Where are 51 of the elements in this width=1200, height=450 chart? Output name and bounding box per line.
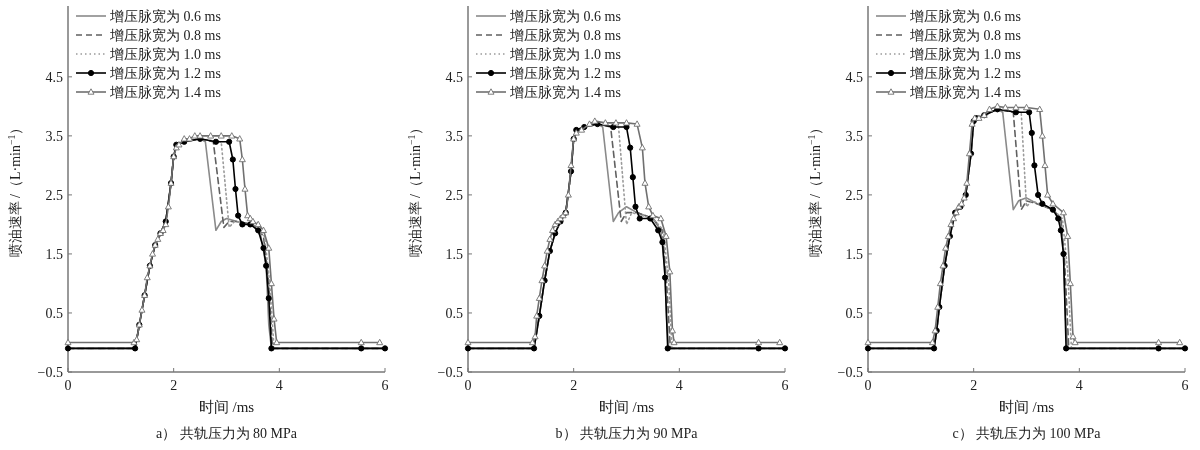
x-axis-title: 时间 /ms <box>598 399 655 415</box>
x-tick-label: 0 <box>864 378 872 393</box>
y-tick-label: 2.5 <box>845 187 863 203</box>
x-tick-label: 4 <box>675 378 683 393</box>
x-axis-title: 时间 /ms <box>198 399 255 415</box>
x-tick-label: 2 <box>970 378 978 393</box>
legend-label: 增压脉宽为 1.2 ms <box>509 66 621 81</box>
x-tick-label: 0 <box>464 378 472 393</box>
y-tick-label: 1.5 <box>45 246 63 262</box>
legend-label: 增压脉宽为 1.0 ms <box>909 47 1021 62</box>
legend-label: 增压脉宽为 0.8 ms <box>509 28 621 43</box>
legend-label: 增压脉宽为 0.8 ms <box>109 28 221 43</box>
x-tick-label: 0 <box>64 378 72 393</box>
legend-label: 增压脉宽为 1.0 ms <box>109 47 221 62</box>
y-tick-label: 1.5 <box>845 246 863 262</box>
x-axis-title: 时间 /ms <box>998 399 1055 415</box>
text: b） 共轨压力为 90 MPa <box>555 426 699 441</box>
y-tick-label: 3.5 <box>45 128 63 144</box>
x-tick-label: 6 <box>1181 378 1189 393</box>
y-tick-label: 0.5 <box>45 305 63 321</box>
x-tick-label: 6 <box>781 378 789 393</box>
legend-label: 增压脉宽为 1.2 ms <box>909 66 1021 81</box>
y-tick-label: 4.5 <box>845 69 863 85</box>
y-tick-label: 4.5 <box>445 69 463 85</box>
y-tick-label: −0.5 <box>837 365 863 380</box>
text: a） 共轨压力为 80 MPa <box>155 426 298 441</box>
y-tick-label: 2.5 <box>445 187 463 203</box>
y-tick-label: 2.5 <box>45 187 63 203</box>
x-tick-label: 6 <box>381 378 389 393</box>
x-tick-label: 4 <box>1075 378 1083 393</box>
legend-label: 增压脉宽为 1.2 ms <box>109 66 221 81</box>
y-tick-label: −0.5 <box>37 365 63 380</box>
y-tick-label: 0.5 <box>845 305 863 321</box>
legend-label: 增压脉宽为 0.8 ms <box>909 28 1021 43</box>
x-tick-label: 4 <box>275 378 283 393</box>
legend-label: 增压脉宽为 1.4 ms <box>509 85 621 100</box>
legend-label: 增压脉宽为 1.0 ms <box>509 47 621 62</box>
y-tick-label: 4.5 <box>45 69 63 85</box>
y-tick-label: −0.5 <box>437 365 463 380</box>
legend-label: 增压脉宽为 0.6 ms <box>509 9 621 24</box>
text: c） 共轨压力为 100 MPa <box>952 426 1102 441</box>
legend-label: 增压脉宽为 1.4 ms <box>909 85 1021 100</box>
legend-label: 增压脉宽为 0.6 ms <box>909 9 1021 24</box>
y-tick-label: 1.5 <box>445 246 463 262</box>
x-tick-label: 2 <box>570 378 578 393</box>
y-tick-label: 3.5 <box>845 128 863 144</box>
y-tick-label: 0.5 <box>445 305 463 321</box>
y-tick-label: 3.5 <box>445 128 463 144</box>
x-tick-label: 2 <box>170 378 178 393</box>
legend-label: 增压脉宽为 0.6 ms <box>109 9 221 24</box>
legend-label: 增压脉宽为 1.4 ms <box>109 85 221 100</box>
